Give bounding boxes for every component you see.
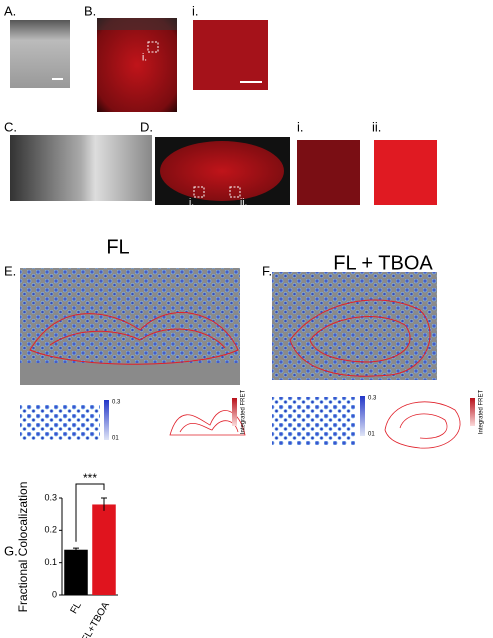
contour	[384, 401, 461, 449]
panel-label: D.	[140, 119, 153, 134]
contour	[289, 299, 431, 377]
image	[97, 18, 177, 112]
y-tick-label: 0.3	[44, 492, 57, 502]
panel-label: B.	[84, 3, 96, 18]
y-axis-label: Fractional Colocalization	[16, 482, 30, 613]
colorbar	[470, 398, 475, 426]
inset-label: i.	[189, 198, 194, 209]
bar	[92, 504, 116, 595]
inset-label: ii.	[240, 198, 247, 209]
panel-label: F.	[262, 263, 272, 278]
heading: FL + TBOA	[333, 252, 433, 274]
panel-label: G.	[4, 543, 18, 558]
y-tick-label: 0.2	[44, 525, 57, 535]
colorbar-label: 0.3	[112, 400, 121, 406]
image	[193, 20, 268, 90]
image	[10, 135, 152, 201]
image	[374, 140, 437, 205]
panel-label: A.	[4, 3, 16, 18]
image-edge	[97, 18, 177, 30]
colorbar-label: 01	[368, 432, 375, 438]
colorbar	[232, 398, 237, 426]
colorbar	[360, 396, 365, 436]
panel-label: E.	[4, 263, 16, 278]
x-tick-label: FL+TBOA	[80, 600, 112, 638]
panel-label: C.	[4, 119, 17, 134]
overlay	[20, 268, 240, 363]
image	[297, 140, 360, 205]
contour	[29, 312, 239, 365]
significance-bracket	[75, 483, 105, 542]
y-tick-label: 0.1	[44, 557, 57, 567]
colorbar-label: 0.3	[368, 396, 377, 402]
panel-label: ii.	[372, 119, 381, 134]
heading: FL	[106, 236, 129, 258]
inset-box	[193, 186, 205, 198]
bar	[64, 549, 88, 595]
x-tick-label: FL	[69, 600, 85, 616]
colorbar-label: 01	[112, 436, 119, 442]
inset-box	[229, 186, 241, 198]
image	[10, 20, 70, 88]
colorbar-label: Integrated FRET	[241, 389, 247, 434]
panel-label: i.	[192, 3, 199, 18]
inset-box	[147, 41, 159, 53]
panel-label: i.	[297, 119, 304, 134]
overlay	[272, 272, 437, 380]
overlay	[272, 397, 355, 445]
y-tick-label: 0	[52, 589, 57, 599]
colorbar	[104, 400, 109, 440]
image	[160, 141, 284, 201]
significance-label: ***	[83, 471, 97, 485]
colorbar-label: Integrated FRET	[479, 389, 485, 434]
inset-label: i.	[142, 53, 147, 64]
overlay	[20, 405, 100, 440]
